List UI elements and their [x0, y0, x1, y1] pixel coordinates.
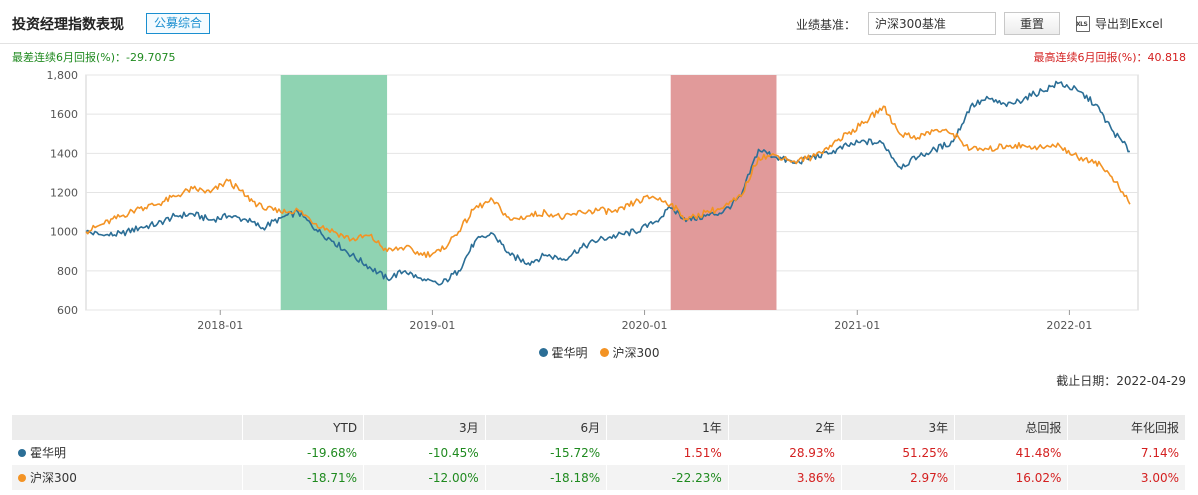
y-tick-label: 1400 [50, 147, 78, 160]
legend-item-series1[interactable]: 霍华明 [538, 344, 588, 361]
table-row: 沪深300 -18.71% -12.00% -18.18% -22.23% 3.… [12, 465, 1186, 490]
table-cell: -12.00% [363, 465, 486, 490]
performance-chart: 600 800 1000 1200 1400 1600 1,800 2018-01 2019-0… [47, 69, 1139, 332]
legend-item-series2[interactable]: 沪深300 [599, 344, 660, 361]
row-name-cell: 霍华明 [12, 440, 243, 465]
col-header: 2年 [728, 415, 842, 440]
col-header: 1年 [606, 415, 729, 440]
x-tick-label: 2020-01 [622, 319, 668, 332]
header: 投资经理指数表现 公募综合 业绩基准： 重置 导出到Excel [0, 0, 1198, 44]
series-line-1 [85, 80, 1130, 286]
table-cell: -22.23% [606, 465, 729, 490]
x-tick-label: 2022-01 [1046, 319, 1092, 332]
col-header [12, 415, 243, 440]
reset-button[interactable]: 重置 [1004, 12, 1060, 35]
y-tick-label: 600 [57, 304, 78, 317]
x-tick-label: 2018-01 [197, 319, 243, 332]
table-cell: -10.45% [363, 440, 486, 465]
series-dot-icon [18, 474, 26, 482]
as-of-date: 截止日期：2022-04-29 [1056, 374, 1186, 388]
table-cell: 41.48% [954, 440, 1069, 465]
page-title: 投资经理指数表现 [12, 17, 124, 33]
col-header: 6月 [485, 415, 608, 440]
table-cell: 1.51% [606, 440, 729, 465]
legend-label: 沪深300 [612, 346, 660, 360]
row-name: 沪深300 [30, 471, 77, 485]
chart-legend: 霍华明 沪深300 [0, 344, 1198, 361]
col-header: 3月 [363, 415, 486, 440]
highlight-band-best [670, 75, 777, 310]
worst-6m-return: 最差连续6月回报(%)：-29.7075 [12, 51, 176, 64]
row-name: 霍华明 [30, 446, 67, 460]
x-tick-label: 2019-01 [409, 319, 455, 332]
table-cell: 2.97% [841, 465, 956, 490]
x-tick-label: 2021-01 [834, 319, 880, 332]
y-tick-label: 1000 [50, 226, 78, 239]
col-header: 3年 [841, 415, 956, 440]
table-cell: 16.02% [954, 465, 1069, 490]
table-cell: 51.25% [841, 440, 956, 465]
export-excel-button[interactable]: 导出到Excel [1076, 15, 1163, 32]
series-line-2 [85, 105, 1131, 259]
series-dot-icon [18, 449, 26, 457]
legend-dot-icon [538, 348, 548, 357]
row-name-cell: 沪深300 [12, 465, 243, 490]
benchmark-label: 业绩基准： [796, 18, 857, 32]
y-tick-label: 1200 [50, 187, 78, 200]
highlight-band-worst [280, 75, 388, 310]
y-tick-label: 1,800 [47, 69, 79, 82]
table-cell: 7.14% [1067, 440, 1186, 465]
table-cell: -15.72% [485, 440, 608, 465]
col-header: 总回报 [954, 415, 1069, 440]
table-cell: -18.71% [242, 465, 365, 490]
table-cell: 28.93% [728, 440, 842, 465]
best-6m-return: 最高连续6月回报(%)：40.818 [1033, 51, 1186, 64]
excel-file-icon [1076, 15, 1090, 32]
table-cell: 3.00% [1067, 465, 1186, 490]
legend-dot-icon [599, 348, 609, 357]
benchmark-input[interactable] [868, 12, 996, 35]
performance-table: YTD 3月 6月 1年 2年 3年 总回报 年化回报 霍华明 -19.68% … [12, 415, 1186, 490]
col-header: 年化回报 [1067, 415, 1186, 440]
col-header: YTD [242, 415, 365, 440]
table-header-row: YTD 3月 6月 1年 2年 3年 总回报 年化回报 [12, 415, 1186, 440]
table-cell: 3.86% [728, 465, 842, 490]
table-cell: -18.18% [485, 465, 608, 490]
table-row: 霍华明 -19.68% -10.45% -15.72% 1.51% 28.93%… [12, 440, 1186, 465]
legend-label: 霍华明 [551, 346, 588, 360]
y-tick-label: 1600 [50, 108, 78, 121]
category-tag[interactable]: 公募综合 [146, 13, 211, 34]
table-cell: -19.68% [242, 440, 365, 465]
y-tick-label: 800 [57, 265, 78, 278]
export-label: 导出到Excel [1095, 17, 1163, 31]
